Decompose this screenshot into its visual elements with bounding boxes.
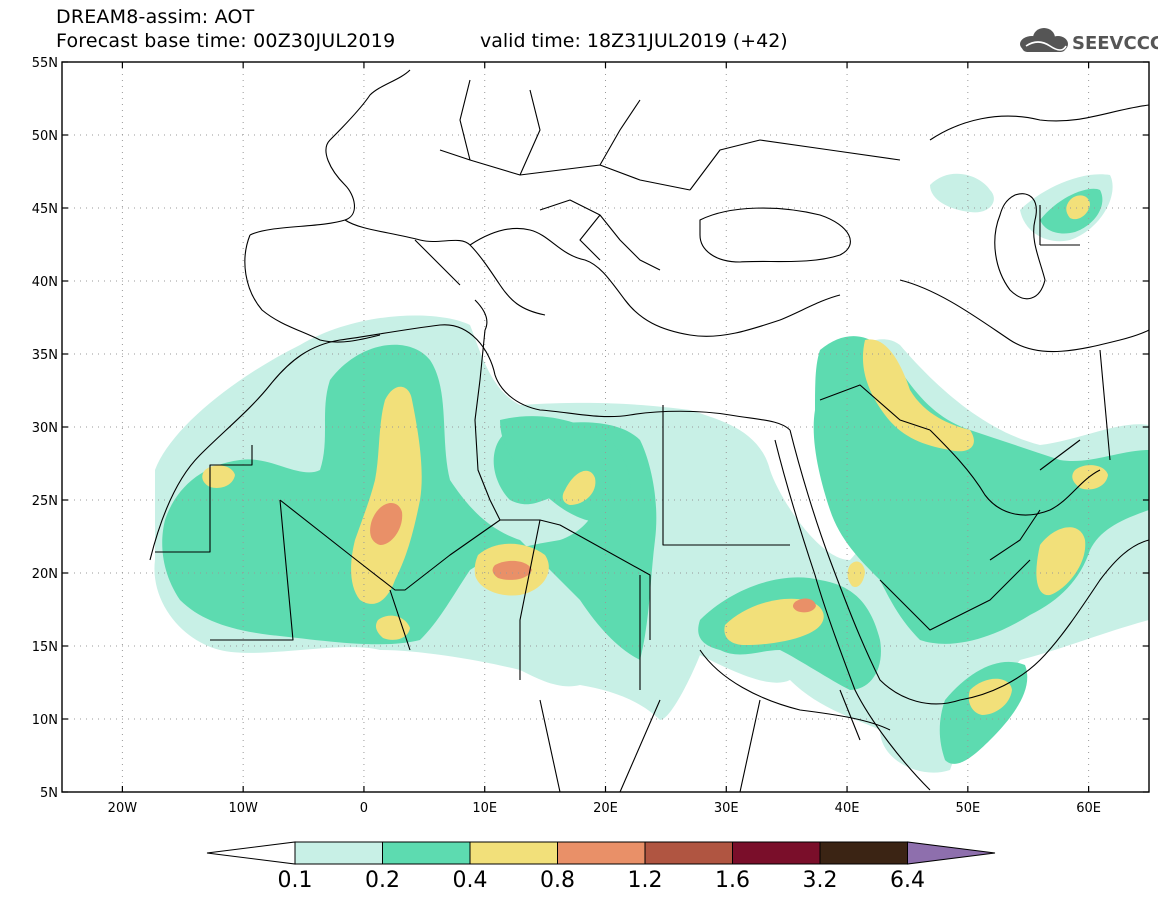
lat-label: 35N bbox=[32, 348, 58, 363]
lon-label: 10E bbox=[472, 801, 497, 816]
colorbar bbox=[206, 841, 996, 865]
forecast-base-time: Forecast base time: 00Z30JUL2019 bbox=[56, 30, 396, 52]
valid-time: valid time: 18Z31JUL2019 (+42) bbox=[480, 30, 788, 52]
colorbar-label: 0.2 bbox=[365, 868, 400, 893]
colorbar-under-arrow bbox=[206, 841, 296, 865]
lon-label: 40E bbox=[835, 801, 860, 816]
colorbar-cell bbox=[382, 841, 471, 865]
lon-label: 0 bbox=[360, 801, 368, 816]
colorbar-label: 3.2 bbox=[802, 868, 838, 893]
lon-label: 20E bbox=[593, 801, 618, 816]
colorbar-cell bbox=[732, 841, 821, 865]
lon-label: 20W bbox=[108, 801, 138, 816]
aot-field bbox=[154, 173, 1149, 773]
seevccc-logo: SEEVCCC bbox=[1020, 28, 1158, 54]
colorbar-over-arrow bbox=[907, 841, 996, 865]
colorbar-cell bbox=[819, 841, 908, 865]
lat-label: 45N bbox=[32, 202, 58, 217]
lat-label: 25N bbox=[32, 494, 58, 509]
lon-label: 60E bbox=[1076, 801, 1101, 816]
logo-text: SEEVCCC bbox=[1072, 33, 1158, 54]
lat-label: 30N bbox=[32, 421, 58, 436]
lon-label: 10W bbox=[228, 801, 258, 816]
aot-band-0.8 bbox=[370, 502, 816, 613]
lat-label: 40N bbox=[32, 275, 58, 290]
lon-label: 50E bbox=[955, 801, 980, 816]
map-title: DREAM8-assim: AOT bbox=[56, 6, 255, 28]
colorbar-label: 0.1 bbox=[277, 868, 313, 893]
colorbar-label: 1.2 bbox=[627, 868, 663, 893]
colorbar-label: 1.6 bbox=[715, 868, 750, 893]
lon-label: 30E bbox=[714, 801, 739, 816]
lat-label: 10N bbox=[32, 713, 58, 728]
colorbar-cell bbox=[557, 841, 646, 865]
lat-label: 20N bbox=[32, 567, 58, 582]
lat-label: 15N bbox=[32, 640, 58, 655]
lat-label: 5N bbox=[40, 786, 58, 801]
colorbar-cell bbox=[644, 841, 733, 865]
colorbar-cell bbox=[294, 841, 383, 865]
lat-label: 55N bbox=[32, 56, 58, 71]
coastlines-borders bbox=[149, 69, 1150, 793]
colorbar-label: 0.8 bbox=[540, 868, 575, 893]
lat-label: 50N bbox=[32, 129, 58, 144]
colorbar-cell bbox=[469, 841, 558, 865]
colorbar-label: 6.4 bbox=[890, 868, 925, 893]
colorbar-label: 0.4 bbox=[452, 868, 488, 893]
